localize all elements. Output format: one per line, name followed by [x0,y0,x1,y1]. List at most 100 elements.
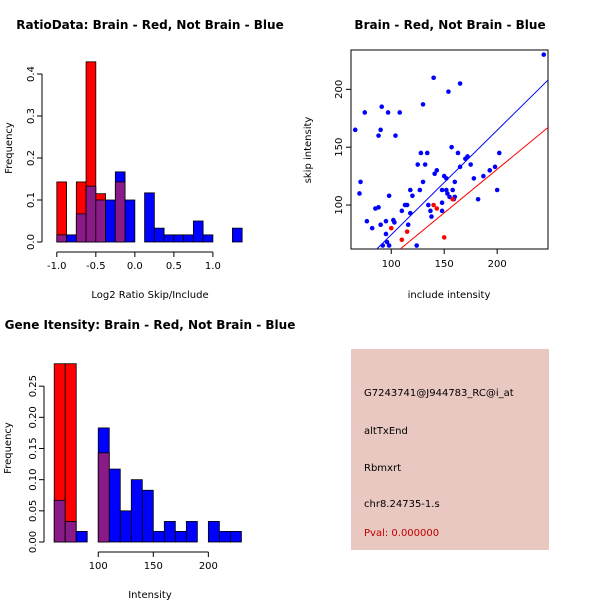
not-brain-point [392,220,397,225]
ratio-y-tick-label: 0.1 [26,192,37,208]
probe-id: G7243741@J944783_RC@i_at [364,388,514,399]
not-brain-point [457,81,463,86]
brain-fit-line [399,127,548,249]
brain-point [450,196,455,202]
ratio-bar-not-brain [202,234,214,243]
ratio-x-tick-label: -0.5 [86,261,106,272]
not-brain-point [379,104,385,109]
not-brain-point [414,243,419,248]
intensity-bar-overlap [53,499,66,543]
intensity-bar-brain [64,363,77,543]
not-brain-point [496,150,502,156]
scatter-fit-lines [376,79,548,249]
intensity-bar-not-brain [174,531,187,543]
not-brain-point [357,191,362,196]
ratio-bar-not-brain [153,227,165,243]
not-brain-point [457,164,463,170]
scatter-y-label: skip intensity [303,117,314,184]
scatter-y-tick-label: 100 [334,195,345,214]
info-panel-background [351,349,549,550]
ratio-chart-title: RatioData: Brain - Red, Not Brain - Blue [16,18,283,32]
brain-point [399,237,405,243]
not-brain-point [428,208,433,214]
ratio-x-tick-label: -1.0 [47,261,67,272]
intensity-bar-not-brain [229,531,242,543]
not-brain-point [405,222,411,228]
not-brain-point [358,179,363,185]
not-brain-point [380,243,386,248]
intensity-bar-not-brain [108,468,121,543]
ratio-bar-not-brain [105,199,116,243]
ratio-bar-not-brain [66,234,77,243]
scatter-x-tick-label: 100 [382,259,401,270]
scatter-y-axis: 100 150 200 [334,80,351,215]
probe-info-panel: G7243741@J944783_RC@i_at altTxEnd Rbmxrt… [351,349,549,550]
not-brain-point [450,187,455,193]
scatter-y-tick-label: 200 [334,80,345,99]
not-brain-point [422,162,428,167]
brain-point [431,202,436,208]
not-brain-point [415,162,421,167]
intensity-bar-not-brain [185,521,198,543]
not-brain-point [378,222,383,228]
not-brain-point [444,176,449,181]
intensity-bar-not-brain [119,510,132,543]
scatter-x-axis: 100 150 200 [382,249,507,270]
not-brain-point [447,194,452,200]
not-brain-point [439,200,445,206]
not-brain-point [429,214,434,219]
intensity-x-label: Intensity [128,590,172,600]
ratio-bar-not-brain [163,234,175,243]
ratio-bar-overlap [95,199,106,243]
ratio-x-tick-label: 0.0 [127,261,143,272]
intensity-y-tick-label: 0.20 [28,406,39,428]
not-brain-point [383,231,389,237]
intensity-y-tick-label: 0.25 [28,375,39,397]
intensity-scatter-plot: Brain - Red, Not Brain - Blue 100150200 … [303,18,549,300]
not-brain-point [426,202,431,208]
ratio-bar-not-brain [173,234,185,243]
not-brain-point [383,218,389,224]
not-brain-point [445,191,450,196]
intensity-y-tick-label: 0.10 [28,469,39,491]
ratio-x-label: Log2 Ratio Skip/Include [91,290,208,300]
not-brain-point [386,243,392,248]
not-brain-point [404,202,410,208]
not-brain-point [386,193,392,199]
not-brain-point [378,127,383,133]
brain-point [434,206,440,211]
not-brain-point [468,162,473,167]
not-brain-point [494,187,500,193]
not-brain-point [475,196,481,202]
ratio-bar-overlap [114,181,126,243]
not-brain-point [449,144,454,150]
not-brain-point [434,168,440,173]
not-brain-point [446,89,451,94]
intensity-y-tick-label: 0.00 [28,531,39,553]
not-brain-point [481,173,486,179]
ratio-bar-overlap [85,185,97,243]
intensity-chart-title: Gene Itensity: Brain - Red, Not Brain - … [5,318,296,332]
intensity-bar-not-brain [207,521,220,543]
scatter-y-tick-label: 150 [334,138,345,157]
ratio-x-tick-label: 0.5 [166,261,182,272]
intensity-y-label: Frequency [3,422,14,474]
not-brain-fit-line [376,79,548,249]
ratio-bar-not-brain [192,220,204,243]
intensity-x-tick-label: 150 [144,561,163,572]
p-value: Pval: 0.000000 [364,528,439,539]
not-brain-point [408,187,413,193]
ratio-bar-not-brain [183,234,194,243]
scatter-x-tick-label: 200 [488,259,507,270]
not-brain-point [431,75,436,81]
intensity-bar-not-brain [152,531,165,543]
intensity-y-tick-label: 0.05 [28,500,39,522]
ratio-bar-overlap [75,213,87,243]
intensity-x-tick-label: 200 [199,561,218,572]
scatter-x-tick-label: 150 [435,259,454,270]
ratio-bar-overlap [56,234,67,243]
intensity-bar-not-brain [218,531,231,543]
gene-name: Rbmxrt [364,463,401,474]
intensity-x-tick-label: 100 [89,561,108,572]
not-brain-point [384,239,390,245]
